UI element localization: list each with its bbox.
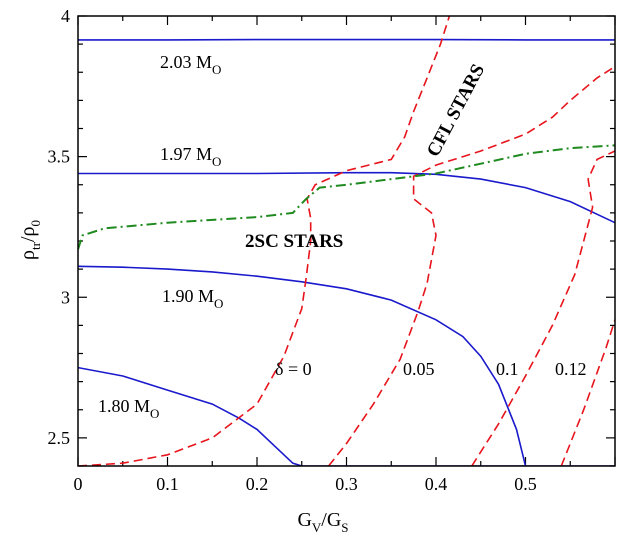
y-tick-label: 3 (61, 287, 70, 307)
region-label-2sc: 2SC STARS (245, 231, 343, 252)
plot-frame (77, 15, 616, 467)
delta-curve (327, 65, 615, 466)
delta-label-0: δ = 0 (275, 359, 312, 379)
delta-label-0-12: 0.12 (555, 359, 587, 379)
mass-label-1-80: 1.80 MO (98, 396, 159, 421)
boundary-curve (78, 144, 615, 250)
delta-curves (78, 16, 615, 466)
delta-curve (78, 16, 451, 466)
mass-curve (78, 265, 527, 466)
x-axis-title: GV/GS (297, 509, 348, 535)
x-tick-label: 0.2 (246, 474, 269, 494)
mass-curve (78, 366, 615, 466)
x-tick-label: 0 (74, 474, 83, 494)
region-label-cfl: CFL STARS (423, 61, 489, 161)
y-tick-label: 4 (61, 6, 70, 26)
delta-curve (560, 319, 615, 466)
x-tick-label: 0.5 (514, 474, 537, 494)
y-axis-title: ρtr/ρ0 (17, 220, 43, 260)
tick-group (77, 15, 616, 467)
x-tick-label: 0.4 (425, 474, 448, 494)
phase-boundary (78, 144, 615, 250)
tick-labels: 0 0.1 0.2 0.3 0.4 0.5 2.5 3 3.5 4 (48, 6, 537, 494)
delta-label-0-1: 0.1 (496, 359, 519, 379)
mass-curve (78, 171, 615, 224)
mass-label-1-97: 1.97 MO (160, 144, 221, 169)
y-tick-label: 2.5 (48, 428, 71, 448)
delta-curve (471, 150, 615, 466)
x-tick-label: 0.1 (156, 474, 179, 494)
mass-label-1-90: 1.90 MO (162, 286, 223, 311)
x-tick-label: 0.3 (335, 474, 358, 494)
y-tick-label: 3.5 (48, 147, 71, 167)
mass-label-2-03: 2.03 MO (160, 52, 221, 77)
delta-label-0-05: 0.05 (403, 359, 435, 379)
mass-curves (78, 38, 615, 466)
